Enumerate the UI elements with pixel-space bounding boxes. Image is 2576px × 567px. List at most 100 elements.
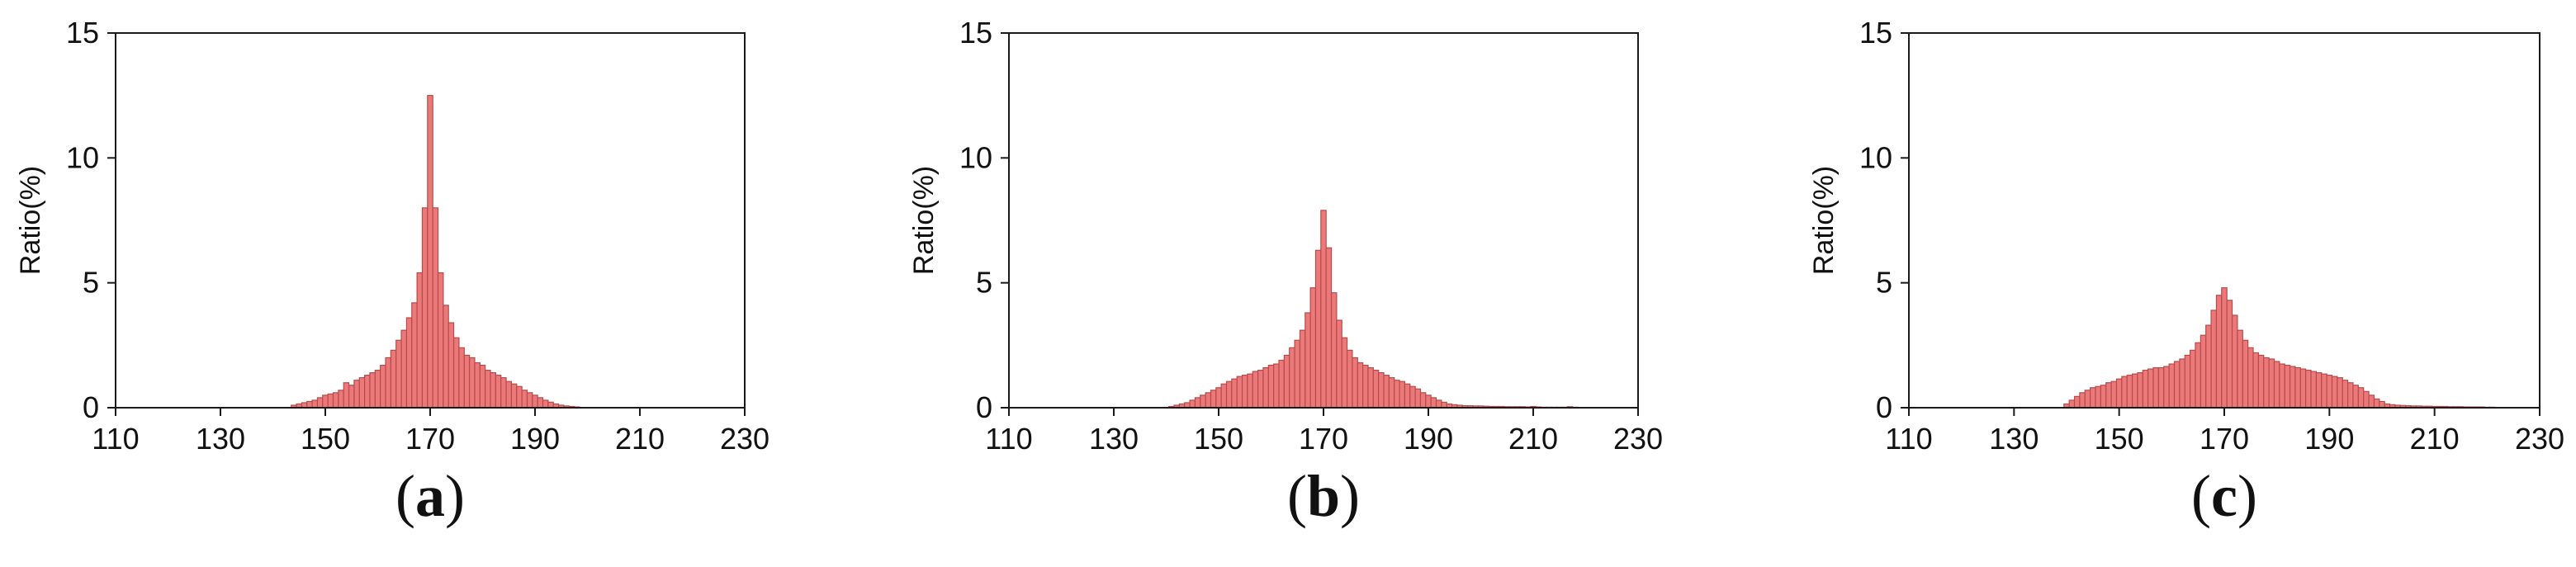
bar bbox=[1257, 370, 1264, 409]
bar bbox=[510, 383, 518, 409]
bar bbox=[1262, 366, 1269, 409]
bar bbox=[1388, 377, 1395, 409]
panel-caption: (a) bbox=[395, 463, 465, 529]
bar bbox=[311, 399, 319, 409]
bars-b bbox=[1168, 210, 1579, 409]
bar bbox=[1346, 349, 1353, 409]
bar bbox=[2205, 324, 2212, 409]
bar bbox=[1294, 339, 1301, 409]
caption-label: a bbox=[415, 463, 445, 529]
y-tick-label: 10 bbox=[66, 140, 99, 174]
bar bbox=[358, 377, 366, 409]
bar bbox=[474, 361, 481, 409]
panel-b: 110 130 150 170 190 210 230 0 5 10 15 Ratio(%) (b) bbox=[908, 16, 1663, 529]
bar bbox=[2289, 366, 2296, 409]
bar bbox=[542, 399, 549, 409]
x-tick-label: 190 bbox=[1404, 422, 1453, 456]
bar bbox=[2357, 387, 2365, 409]
bar bbox=[1309, 287, 1317, 409]
bar bbox=[485, 370, 491, 409]
bar bbox=[2110, 380, 2118, 409]
bar bbox=[1357, 361, 1364, 409]
bar bbox=[2100, 385, 2107, 409]
x-tick-label: 110 bbox=[1885, 422, 1932, 456]
bar bbox=[2368, 395, 2375, 409]
bar bbox=[2121, 376, 2128, 409]
bar bbox=[421, 207, 429, 409]
y-tick-label: 0 bbox=[83, 390, 99, 424]
bar bbox=[1267, 364, 1275, 409]
bar bbox=[1336, 319, 1342, 409]
bar bbox=[2299, 368, 2307, 409]
x-tick-label: 130 bbox=[196, 422, 245, 456]
bar bbox=[416, 272, 424, 409]
y-tick-label: 5 bbox=[1876, 266, 1892, 300]
bar bbox=[348, 385, 355, 409]
bar bbox=[2142, 370, 2149, 409]
bar bbox=[469, 357, 476, 409]
bar bbox=[380, 364, 386, 409]
x-tick-label: 150 bbox=[2095, 422, 2144, 456]
bar bbox=[1278, 359, 1285, 409]
bar bbox=[1414, 388, 1422, 409]
bar bbox=[1341, 337, 1348, 409]
bar bbox=[2115, 378, 2123, 409]
bar bbox=[332, 392, 339, 409]
x-tick-label: 130 bbox=[1989, 422, 2039, 456]
panel-caption: (b) bbox=[1287, 463, 1360, 529]
bar bbox=[2147, 368, 2154, 409]
bar bbox=[2195, 342, 2201, 409]
bar bbox=[395, 339, 402, 409]
bar bbox=[2190, 349, 2196, 409]
bar bbox=[2326, 375, 2333, 409]
bar bbox=[1372, 370, 1380, 409]
bar bbox=[479, 364, 486, 409]
bar bbox=[316, 397, 324, 409]
y-tick-label: 5 bbox=[976, 266, 992, 300]
bar bbox=[353, 380, 360, 409]
bar bbox=[2305, 370, 2312, 409]
bar bbox=[2337, 377, 2343, 409]
x-tick-label: 210 bbox=[1508, 422, 1558, 456]
bar bbox=[2084, 390, 2091, 409]
x-tick-label: 230 bbox=[1613, 422, 1663, 456]
y-tick-label: 10 bbox=[959, 140, 992, 174]
bar bbox=[437, 272, 444, 409]
x-tick-label: 210 bbox=[2410, 422, 2460, 456]
bar bbox=[2294, 366, 2301, 409]
bar bbox=[2315, 372, 2323, 409]
bar bbox=[1210, 390, 1217, 409]
bar bbox=[1205, 392, 1212, 409]
bar bbox=[521, 390, 528, 409]
y-axis-label: Ratio(%) bbox=[15, 166, 46, 275]
y-tick-label: 15 bbox=[959, 16, 992, 50]
x-tick-label: 210 bbox=[615, 422, 665, 456]
bar bbox=[2257, 354, 2265, 409]
caption-close: ) bbox=[445, 463, 465, 529]
bar bbox=[2137, 372, 2143, 409]
bar bbox=[327, 393, 334, 409]
bar bbox=[385, 357, 391, 409]
bar bbox=[390, 349, 397, 409]
bar bbox=[405, 317, 413, 409]
bar bbox=[2373, 398, 2380, 409]
caption-open: ( bbox=[395, 463, 415, 529]
bar bbox=[1394, 380, 1400, 409]
bar bbox=[1283, 354, 1290, 409]
y-tick-label: 0 bbox=[1876, 390, 1892, 424]
bar bbox=[1189, 399, 1196, 409]
bar bbox=[1419, 392, 1427, 409]
bar bbox=[2095, 385, 2101, 409]
bar bbox=[2221, 287, 2228, 409]
bar bbox=[1383, 375, 1390, 409]
bar bbox=[2226, 300, 2233, 409]
x-tick-label: 170 bbox=[2200, 422, 2249, 456]
x-tick-label: 190 bbox=[2304, 422, 2354, 456]
bar bbox=[2163, 366, 2170, 409]
bar bbox=[443, 305, 449, 409]
caption-close: ) bbox=[1340, 463, 1360, 529]
y-axis-label: Ratio(%) bbox=[1808, 166, 1840, 275]
bar bbox=[1367, 366, 1374, 409]
bar bbox=[447, 322, 455, 409]
